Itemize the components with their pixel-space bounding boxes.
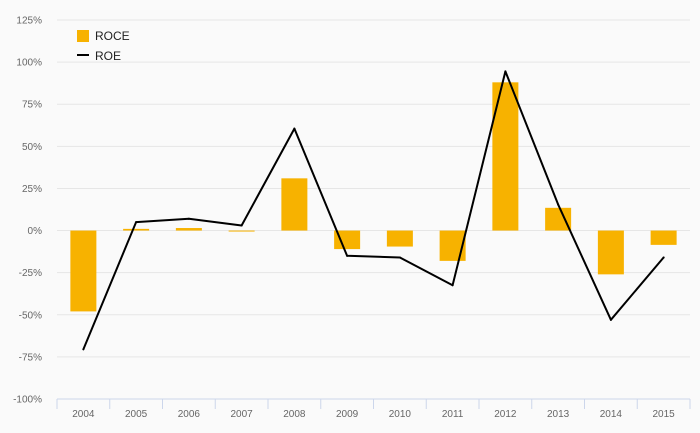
x-tick-label: 2007 xyxy=(231,409,254,420)
roce-bar-2011 xyxy=(439,230,466,261)
roce-bar-2004 xyxy=(70,230,97,312)
roce-bar-2013 xyxy=(545,207,572,231)
y-tick-label: -75% xyxy=(19,352,42,363)
roce-bars xyxy=(70,82,677,312)
roe-point-2014 xyxy=(609,318,612,321)
roe-point-2013 xyxy=(557,203,560,206)
x-tick-label: 2015 xyxy=(653,409,676,420)
y-tick-label: 50% xyxy=(22,142,42,153)
legend-swatch-roce xyxy=(77,30,89,42)
legend-label-roce: ROCE xyxy=(95,29,130,43)
x-axis: 2004 2005 2006 2007 2008 2009 2010 2011 2012 2013… xyxy=(56,398,691,420)
roce-bar-2010 xyxy=(386,230,413,247)
roe-point-2011 xyxy=(451,284,454,287)
roe-point-2012 xyxy=(504,70,507,73)
y-axis: 125% 100% 75% 50% 25% 0% -25% -50% -75% -100% xyxy=(13,16,42,406)
x-tick-label: 2005 xyxy=(125,409,148,420)
roce-bar-2015 xyxy=(650,230,677,245)
x-tick-label: 2008 xyxy=(283,409,306,420)
roe-line xyxy=(82,70,665,351)
x-tick-label: 2010 xyxy=(389,409,412,420)
roce-bar-2008 xyxy=(281,178,308,231)
y-tick-label: 25% xyxy=(22,184,42,195)
y-tick-label: 0% xyxy=(28,226,43,237)
y-tick-label: 100% xyxy=(16,58,42,69)
roce-bar-2006 xyxy=(175,228,202,231)
roe-point-2010 xyxy=(398,256,401,259)
x-tick-label: 2004 xyxy=(72,409,95,420)
roe-point-2009 xyxy=(346,254,349,257)
legend: ROCE ROE xyxy=(77,29,130,63)
grid-lines xyxy=(57,19,690,358)
roe-point-2006 xyxy=(187,217,190,220)
roe-point-2004 xyxy=(82,348,85,351)
y-tick-label: -25% xyxy=(19,268,42,279)
roce-bar-2009 xyxy=(334,230,361,250)
roce-bar-2007 xyxy=(228,230,255,232)
roe-point-2007 xyxy=(240,224,243,227)
x-tick-label: 2009 xyxy=(336,409,359,420)
y-tick-label: 75% xyxy=(22,100,42,111)
roe-point-2008 xyxy=(293,127,296,130)
y-tick-label: 125% xyxy=(16,16,42,27)
legend-label-roe: ROE xyxy=(95,49,121,63)
roce-bar-2005 xyxy=(123,228,150,231)
x-tick-label: 2013 xyxy=(547,409,570,420)
roe-line-path xyxy=(82,70,665,351)
roce-bar-2014 xyxy=(597,230,624,275)
y-tick-label: -50% xyxy=(19,310,42,321)
x-tick-label: 2014 xyxy=(600,409,623,420)
x-tick-label: 2006 xyxy=(178,409,201,420)
y-tick-label: -100% xyxy=(13,395,42,406)
x-tick-label: 2011 xyxy=(442,409,464,420)
roe-point-2005 xyxy=(135,221,138,224)
x-tick-label: 2012 xyxy=(494,409,517,420)
roe-point-2015 xyxy=(662,256,665,259)
